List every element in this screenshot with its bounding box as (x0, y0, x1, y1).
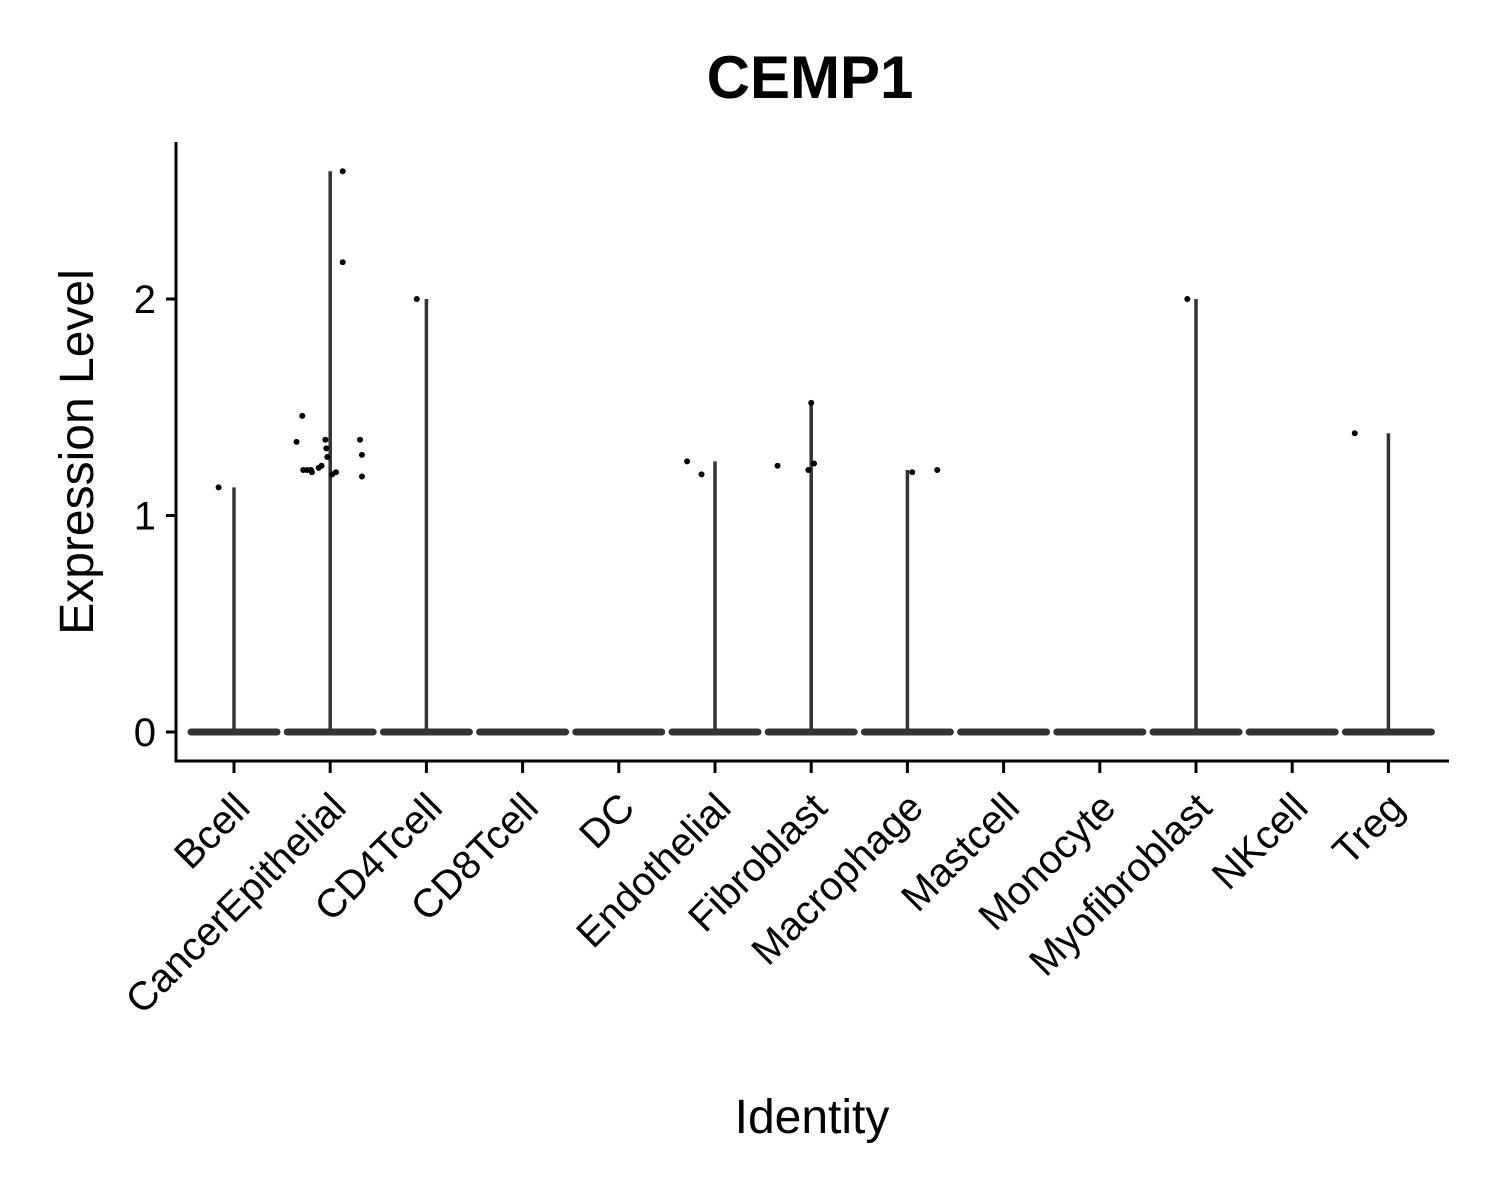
x-axis-title: Identity (735, 1091, 890, 1144)
data-point (808, 399, 815, 406)
data-point (357, 436, 364, 443)
data-point (332, 469, 339, 476)
chart-title: CEMP1 (707, 44, 914, 111)
data-point (293, 438, 300, 445)
data-point (299, 412, 306, 419)
data-point (358, 473, 365, 480)
y-tick-label: 0 (134, 711, 156, 755)
plot-area (187, 168, 1435, 736)
data-point (358, 451, 365, 458)
data-point (684, 458, 691, 465)
data-point (934, 467, 941, 474)
data-point (322, 436, 329, 443)
y-axis: 0 1 2 (134, 278, 176, 755)
data-point (698, 471, 705, 478)
data-point (1351, 430, 1358, 437)
y-tick-label: 1 (134, 495, 156, 539)
x-tick-label: Treg (1325, 785, 1413, 873)
data-point (909, 469, 916, 476)
data-point (339, 168, 346, 175)
data-point (1184, 296, 1191, 302)
data-point (323, 445, 330, 452)
y-tick-label: 2 (134, 278, 156, 322)
data-point (318, 462, 325, 469)
x-tick-label: NKcell (1204, 785, 1317, 898)
data-point (308, 469, 315, 476)
x-tick-label: DC (571, 785, 643, 857)
data-point (215, 484, 222, 491)
data-point (413, 296, 420, 302)
data-point (324, 454, 331, 461)
data-point (811, 460, 818, 467)
data-point (774, 462, 781, 469)
data-point (805, 467, 812, 474)
data-point (339, 259, 346, 266)
y-axis-title: Expression Level (51, 269, 104, 635)
